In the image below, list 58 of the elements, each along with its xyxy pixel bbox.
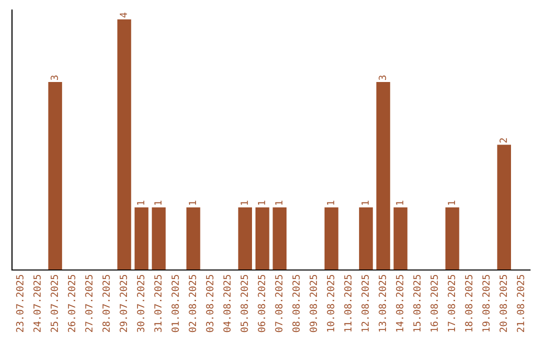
- x-tick-label: 08.08.2025: [292, 274, 300, 332]
- bar: [324, 207, 338, 270]
- x-tick-label: 07.08.2025: [275, 274, 282, 332]
- x-tick-label: 04.08.2025: [223, 274, 231, 332]
- x-tick-label: 29.07.2025: [120, 274, 128, 332]
- x-tick-label: 25.07.2025: [50, 274, 58, 332]
- x-tick-label: 12.08.2025: [361, 274, 369, 332]
- data-label: 1: [275, 200, 282, 205]
- x-tick-label: 19.08.2025: [482, 274, 490, 332]
- bar: [272, 207, 287, 270]
- bar: [48, 82, 62, 270]
- bar: [394, 207, 408, 270]
- x-tick-label: 23.07.2025: [16, 274, 24, 332]
- data-label: 1: [258, 200, 266, 205]
- x-tick-label: 17.08.2025: [448, 274, 456, 332]
- x-tick-label: 02.08.2025: [188, 274, 196, 332]
- data-label: 1: [240, 200, 248, 205]
- data-label: 3: [378, 76, 386, 80]
- x-tick-label: 03.08.2025: [206, 274, 214, 332]
- bar: [497, 144, 512, 270]
- x-tick-label: 27.07.2025: [85, 274, 93, 332]
- data-label: 1: [396, 200, 404, 205]
- x-tick-label: 10.08.2025: [326, 274, 334, 332]
- bar: [117, 19, 132, 270]
- data-label: 1: [448, 200, 456, 205]
- x-tick-label: 09.08.2025: [310, 274, 318, 332]
- x-tick-label: 18.08.2025: [465, 274, 472, 332]
- data-label: 4: [120, 12, 127, 18]
- x-tick-label: 11.08.2025: [344, 274, 352, 332]
- data-label: 2: [500, 138, 507, 143]
- x-tick-label: 05.08.2025: [240, 274, 248, 332]
- bar: [238, 207, 252, 270]
- bar: [359, 207, 373, 270]
- x-tick-label: 14.08.2025: [396, 274, 404, 332]
- data-label: 1: [154, 200, 162, 205]
- bar: [186, 207, 200, 270]
- x-tick-label: 20.08.2025: [500, 274, 507, 332]
- data-label: 1: [362, 200, 369, 205]
- x-tick-label: 28.07.2025: [102, 274, 110, 332]
- bar: [445, 207, 460, 270]
- x-tick-label: 30.07.2025: [136, 274, 144, 332]
- bar: [376, 82, 390, 270]
- data-label: 1: [327, 200, 334, 205]
- bar: [255, 207, 270, 270]
- x-tick-label: 31.07.2025: [154, 274, 162, 332]
- x-tick-label: 26.07.2025: [68, 274, 76, 332]
- x-tick-label: 06.08.2025: [258, 274, 266, 332]
- x-tick-label: 16.08.2025: [430, 274, 438, 332]
- x-tick-label: 01.08.2025: [172, 274, 179, 332]
- data-label: 1: [188, 200, 196, 205]
- bar: [152, 207, 166, 270]
- x-tick-label: 15.08.2025: [413, 274, 421, 332]
- data-label: 1: [137, 200, 144, 205]
- bar: [134, 207, 148, 270]
- x-tick-label: 13.08.2025: [378, 274, 386, 332]
- data-label: 3: [50, 76, 58, 80]
- x-tick-label: 21.08.2025: [516, 274, 524, 332]
- x-tick-label: 24.07.2025: [33, 274, 41, 332]
